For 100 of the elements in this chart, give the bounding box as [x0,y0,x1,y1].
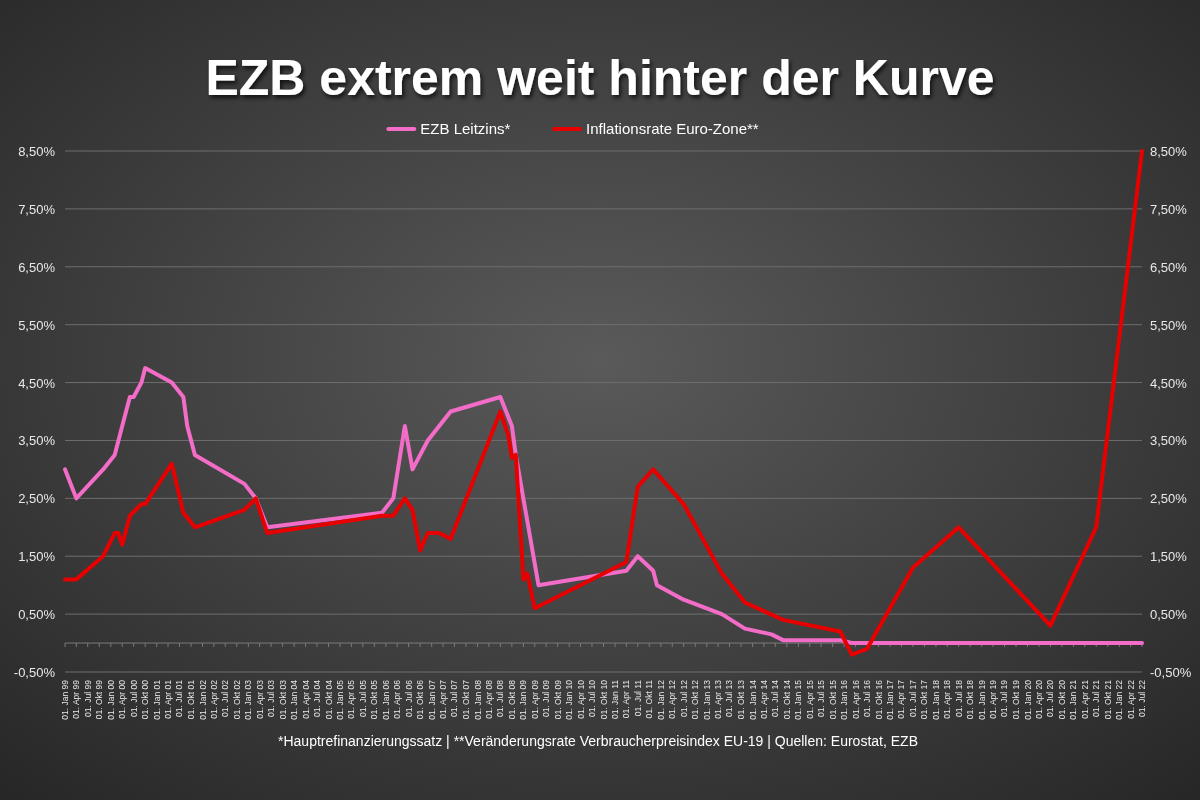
x-tick-label: 01. Okt 11 [644,679,655,719]
x-tick-label: 01. Jul 19 [999,679,1010,717]
x-tick-label: 01. Jul 10 [586,679,597,717]
x-tick-label: 01. Jan 20 [1022,679,1033,720]
y-tick-label: 3,50% [18,433,56,449]
x-tick-label: 01. Jan 04 [289,679,300,720]
x-tick-label: 01. Apr 12 [667,679,678,719]
x-tick-label: 01. Apr 01 [163,679,174,719]
x-tick-label: 01. Jul 16 [862,679,873,717]
x-tick-label: 01. Okt 08 [506,679,517,720]
y-tick-label: 0,50% [18,607,56,623]
x-tick-label: 01. Jul 00 [128,679,139,717]
x-tick-label: 01. Okt 06 [415,679,426,720]
x-tick-label: 01. Jul 05 [357,679,368,717]
x-tick-label: 01. Jan 17 [885,679,896,720]
x-tick-label: 01. Okt 01 [186,679,196,720]
x-tick-label: 01. Okt 07 [460,679,471,720]
x-tick-label: 01. Apr 02 [208,679,219,719]
y-tick-label: -0,50% [13,665,56,680]
y-tick-label: 8,50% [18,144,56,159]
x-tick-label: 01. Jul 18 [953,679,964,717]
x-tick-label: 01. Apr 15 [804,679,815,719]
x-tick-label: 01. Jul 04 [311,679,322,717]
x-tick-label: 01. Okt 14 [781,679,792,720]
x-tick-label: 01. Jan 16 [839,679,850,720]
y-tick-label: 6,50% [18,259,56,275]
x-tick-label: 01. Apr 03 [254,679,265,719]
x-tick-label: 01. Jan 03 [243,679,254,720]
x-tick-label: 01. Apr 06 [392,679,403,719]
x-tick-label: 01. Jan 15 [793,679,804,720]
x-tick-label: 01. Apr 05 [346,679,357,719]
line-series [63,149,1144,657]
x-tick-label: 01. Jul 21 [1091,679,1102,717]
x-tick-label: 01. Jan 05 [335,679,346,720]
y2-tick-label: 7,50% [1150,201,1188,217]
y-tick-label: 7,50% [18,201,56,217]
x-tick-label: 01. Okt 18 [965,679,976,720]
x-tick-label: 01. Jan 01 [151,679,162,720]
line-series [63,366,1144,646]
x-tick-label: 01. Jan 12 [655,679,666,720]
x-tick-label: 01. Okt 15 [827,679,838,720]
x-tick-label: 01. Okt 16 [873,679,884,720]
x-tick-label: 01. Jul 01 [174,679,185,717]
y-tick-label: 1,50% [18,549,56,565]
x-tick-label: 01. Apr 09 [529,679,540,719]
x-tick-label: 01. Jul 17 [907,679,918,717]
x-tick-label: 01. Jan 22 [1114,679,1125,720]
text: *Hauptrefinanzierungssatz | **Veränderungsrate Verbraucherpreisindex EU-19 | Quellen: Eurostat, EZB [278,733,918,749]
x-tick-label: 01. Jan 99 [60,679,70,720]
x-tick-label: 01. Jul 99 [82,679,93,717]
x-tick-label: 01. Apr 10 [575,679,586,719]
x-tick-label: 01. Apr 00 [117,679,128,719]
x-tick-label: 01. Jan 21 [1068,679,1079,720]
y2-tick-label: 1,50% [1150,549,1188,565]
x-tick-label: 01. Jul 13 [724,679,735,717]
x-tick-label: 01. Jan 08 [472,679,483,720]
x-tick-label: 01. Apr 04 [300,679,311,719]
x-tick-label: 01. Jan 06 [380,679,391,720]
x-tick-label: 01. Okt 03 [277,679,288,720]
x-tick-label: 01. Jul 15 [816,679,827,717]
x-tick-label: 01. Jan 14 [747,679,758,720]
x-tick-label: 01. Okt 21 [1102,679,1113,720]
x-tick-label: 01. Jan 02 [197,679,208,720]
legend-label: Inflationsrate Euro-Zone** [586,120,759,137]
x-tick-label: 01. Apr 21 [1079,679,1090,719]
x-tick-label: 01. Jan 13 [701,679,712,720]
x-tick-label: 01. Jan 18 [930,679,941,720]
x-tick-label: 01. Okt 99 [94,679,105,720]
x-tick-label: 01. Okt 10 [598,679,609,720]
x-tick-label: 01. Apr 11 [621,679,632,719]
x-tick-label: 01. Okt 13 [736,679,747,720]
y2-tick-label: 3,50% [1150,433,1188,449]
y2-tick-label: 2,50% [1150,491,1188,507]
x-tick-label: 01. Jul 12 [678,679,689,717]
y2-tick-label: 8,50% [1150,144,1188,159]
x-tick-label: 01. Jul 03 [266,679,277,717]
x-tick-label: 01. Apr 99 [71,679,82,719]
x-tick-label: 01. Apr 14 [758,679,769,719]
y-tick-label: 2,50% [18,491,56,507]
x-tick-label: 01. Apr 13 [713,679,724,719]
x-tick-label: 01. Jan 11 [610,679,621,720]
x-tick-label: 01. Apr 22 [1125,679,1136,719]
x-tick-label: 01. Apr 16 [850,679,861,719]
x-tick-label: 01. Jul 11 [632,679,643,717]
x-tick-label: 01. Jul 02 [220,679,231,717]
y-tick-label: 4,50% [18,375,56,391]
y2-tick-label: 5,50% [1150,317,1188,333]
x-tick-label: 01. Jan 00 [105,679,116,720]
x-tick-label: 01. Apr 17 [896,679,907,719]
x-tick-label: 01. Jul 14 [770,679,781,717]
x-tick-label: 01. Apr 18 [942,679,953,719]
chart-title: EZB extrem weit hinter der Kurve [205,50,995,106]
y2-tick-label: 6,50% [1150,259,1188,275]
x-tick-label: 01. Apr 08 [483,679,494,719]
y-tick-label: 5,50% [18,317,56,333]
x-tick-label: 01. Jul 22 [1137,679,1147,717]
x-tick-label: 01. Okt 02 [231,679,242,720]
y2-tick-label: 4,50% [1150,375,1188,391]
x-tick-label: 01. Okt 09 [552,679,563,720]
x-tick-label: 01. Jul 09 [541,679,552,717]
